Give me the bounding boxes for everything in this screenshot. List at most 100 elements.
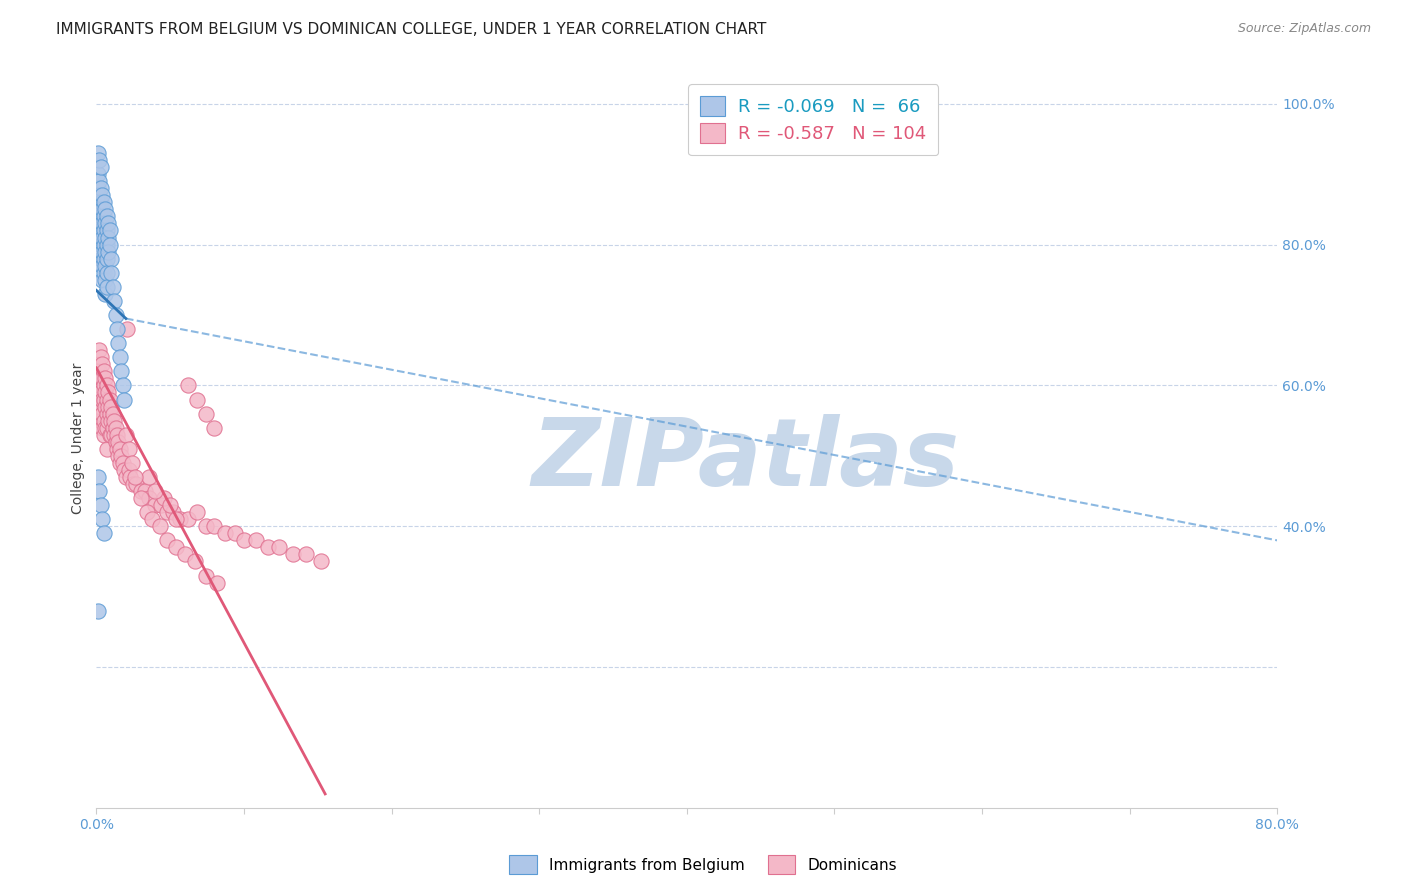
Point xyxy=(94,259,117,273)
Point xyxy=(159,498,181,512)
Point xyxy=(100,414,122,428)
Point xyxy=(94,217,117,231)
Point xyxy=(91,371,114,385)
Point xyxy=(100,252,122,266)
Point xyxy=(94,420,117,434)
Point xyxy=(207,575,229,590)
Point xyxy=(90,210,112,224)
Point xyxy=(98,223,121,237)
Point xyxy=(101,280,124,294)
Point xyxy=(194,519,217,533)
Point xyxy=(174,548,197,562)
Legend: R = -0.069   N =  66, R = -0.587   N = 104: R = -0.069 N = 66, R = -0.587 N = 104 xyxy=(689,84,938,155)
Point xyxy=(87,357,110,371)
Point xyxy=(91,512,114,526)
Point xyxy=(90,400,112,414)
Point xyxy=(96,420,118,434)
Point xyxy=(295,548,318,562)
Legend: Immigrants from Belgium, Dominicans: Immigrants from Belgium, Dominicans xyxy=(503,849,903,880)
Point xyxy=(91,407,114,421)
Point xyxy=(112,392,135,407)
Point xyxy=(115,470,138,484)
Point xyxy=(204,519,226,533)
Point xyxy=(101,420,124,434)
Point xyxy=(117,322,139,336)
Point xyxy=(145,498,167,512)
Point xyxy=(90,385,112,400)
Point xyxy=(87,371,110,385)
Point xyxy=(91,244,114,259)
Point xyxy=(87,470,110,484)
Point xyxy=(281,548,304,562)
Point xyxy=(108,442,131,456)
Point xyxy=(93,252,115,266)
Point xyxy=(91,188,114,202)
Point xyxy=(91,357,114,371)
Point xyxy=(104,308,127,322)
Point xyxy=(97,414,120,428)
Point xyxy=(90,414,112,428)
Point xyxy=(90,252,112,266)
Point xyxy=(98,392,121,407)
Point xyxy=(121,456,143,470)
Point xyxy=(145,484,167,499)
Point xyxy=(96,407,118,421)
Point xyxy=(94,230,117,244)
Point xyxy=(105,442,128,456)
Point xyxy=(94,273,117,287)
Point xyxy=(96,266,118,280)
Point xyxy=(93,392,115,407)
Point xyxy=(87,195,110,210)
Point xyxy=(91,273,114,287)
Point xyxy=(149,519,172,533)
Point xyxy=(90,498,112,512)
Point xyxy=(233,533,256,548)
Point xyxy=(94,385,117,400)
Point xyxy=(87,167,110,181)
Point xyxy=(214,526,236,541)
Point xyxy=(162,505,184,519)
Point xyxy=(186,392,208,407)
Point xyxy=(194,407,217,421)
Point xyxy=(141,512,163,526)
Point xyxy=(97,244,120,259)
Point xyxy=(105,427,128,442)
Point xyxy=(129,484,152,499)
Point xyxy=(89,174,111,188)
Point xyxy=(103,414,125,428)
Point xyxy=(90,181,112,195)
Point xyxy=(87,146,110,161)
Point xyxy=(103,293,125,308)
Point xyxy=(169,512,191,526)
Point xyxy=(150,498,173,512)
Point xyxy=(194,568,217,582)
Point xyxy=(90,237,112,252)
Point xyxy=(134,484,156,499)
Point xyxy=(89,364,111,378)
Point xyxy=(224,526,246,541)
Point xyxy=(94,371,117,385)
Point xyxy=(111,456,134,470)
Point xyxy=(89,400,111,414)
Point xyxy=(98,407,121,421)
Point xyxy=(256,541,278,555)
Point xyxy=(111,378,134,392)
Point xyxy=(153,491,176,505)
Point xyxy=(177,378,200,392)
Point xyxy=(110,364,132,378)
Point xyxy=(156,505,179,519)
Point xyxy=(124,470,146,484)
Point xyxy=(94,286,117,301)
Point xyxy=(103,427,125,442)
Point xyxy=(93,414,115,428)
Point xyxy=(204,420,226,434)
Point xyxy=(125,477,148,491)
Point xyxy=(122,477,145,491)
Point xyxy=(89,188,111,202)
Point xyxy=(91,230,114,244)
Point xyxy=(93,526,115,541)
Point xyxy=(91,202,114,217)
Point xyxy=(96,280,118,294)
Point xyxy=(91,259,114,273)
Point xyxy=(90,371,112,385)
